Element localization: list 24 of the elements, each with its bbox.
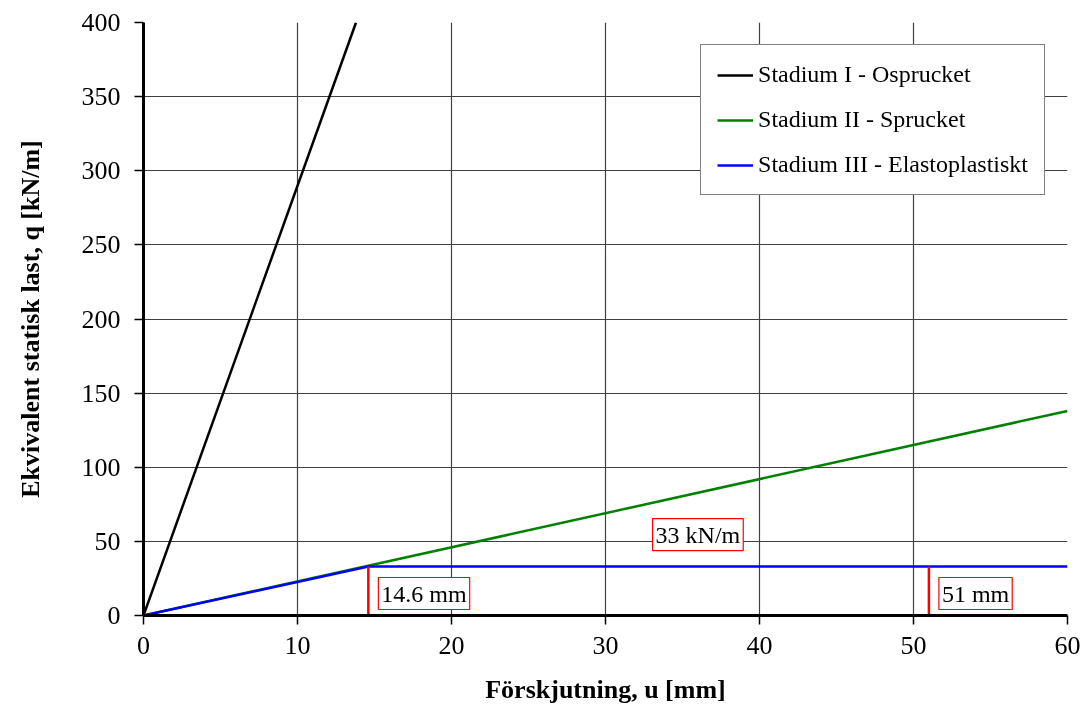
x-tick-label: 0 [137, 630, 150, 660]
y-tick-label: 250 [81, 230, 121, 260]
y-tick-label: 350 [81, 82, 121, 112]
y-tick-label: 150 [81, 378, 121, 408]
annotation: 51 mm [941, 580, 1010, 607]
legend-label: Stadium II - Sprucket [758, 106, 966, 133]
x-axis-title: Förskjutning, u [mm] [485, 674, 726, 704]
x-tick-label: 30 [592, 630, 619, 660]
y-tick-label: 300 [81, 156, 121, 186]
y-tick-label: 100 [81, 452, 121, 482]
x-tick-label: 50 [900, 630, 927, 660]
legend-label: Stadium I - Osprucket [758, 61, 971, 88]
annotation: 33 kN/m [655, 521, 741, 548]
annotation: 14.6 mm [381, 580, 468, 607]
legend-label: Stadium III - Elastoplastiskt [758, 151, 1028, 178]
x-tick-label: 40 [746, 630, 773, 660]
y-tick-label: 50 [94, 526, 121, 556]
x-tick-label: 20 [438, 630, 465, 660]
x-tick-label: 60 [1054, 630, 1081, 660]
x-tick-label: 10 [284, 630, 311, 660]
y-tick-label: 400 [81, 8, 121, 37]
y-axis-title: Ekvivalent statisk last, q [kN/m] [15, 140, 45, 498]
y-tick-label: 0 [107, 601, 121, 630]
y-tick-label: 200 [81, 304, 121, 334]
